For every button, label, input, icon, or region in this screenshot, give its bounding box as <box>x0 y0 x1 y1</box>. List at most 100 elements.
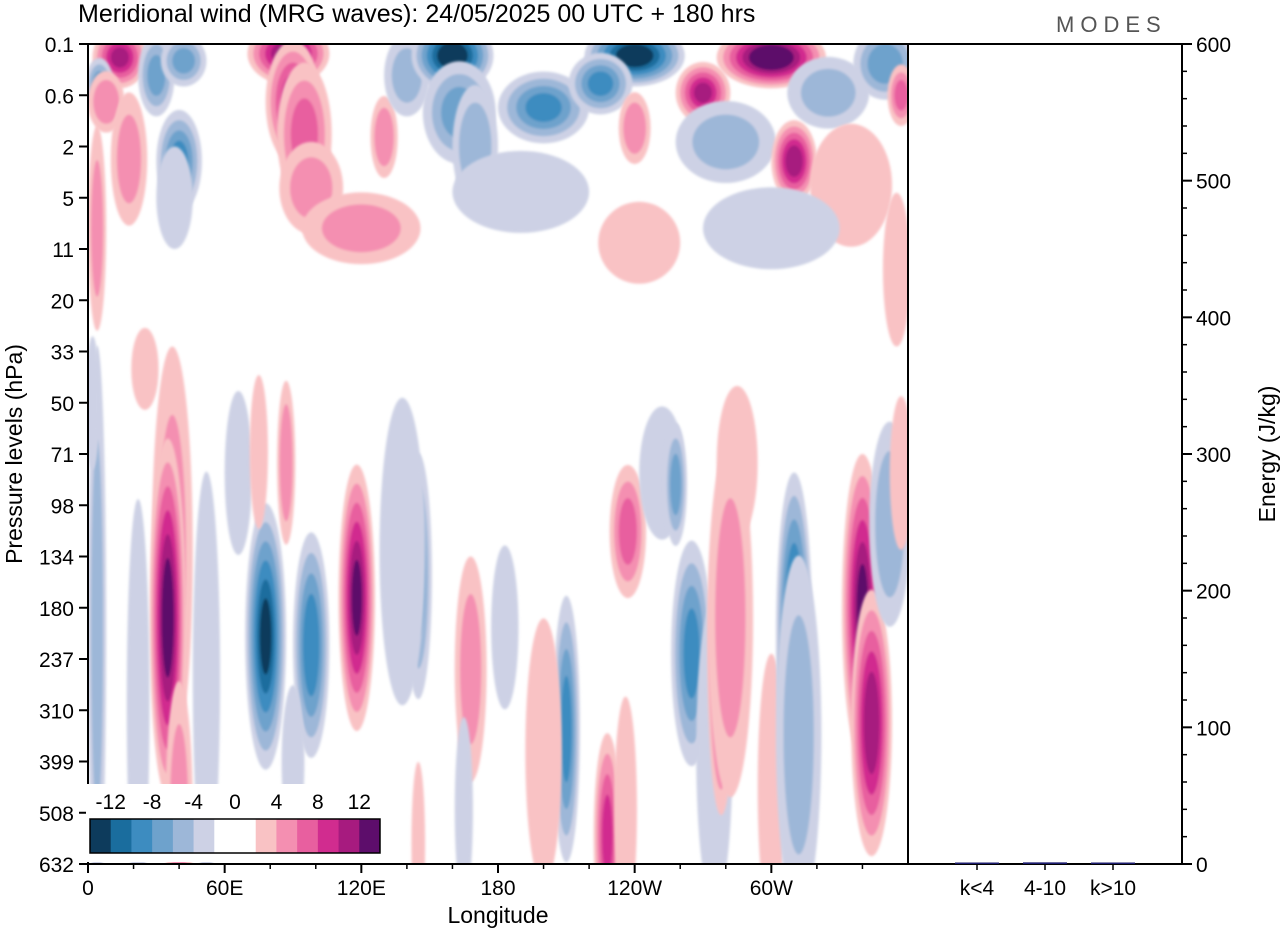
contour-band <box>618 498 637 565</box>
colorbar-swatch <box>338 819 360 853</box>
contour-band <box>279 404 293 522</box>
y-tick-label: 50 <box>51 393 74 416</box>
contour-cell <box>131 327 159 410</box>
contour-band <box>452 150 590 233</box>
contour-cell <box>609 464 647 599</box>
contour-field <box>88 44 908 864</box>
contour-band <box>525 93 562 122</box>
contour-band <box>560 675 572 783</box>
contour-cell <box>88 345 107 864</box>
colorbar-swatch <box>172 819 195 853</box>
contour-band <box>800 68 856 117</box>
contour-band <box>379 397 426 706</box>
y-tick-label: 180 <box>39 598 74 621</box>
contour-band <box>93 79 120 124</box>
colorbar-swatch <box>359 819 381 853</box>
y-tick-label: 98 <box>51 495 74 518</box>
energy-bar <box>1023 862 1067 864</box>
contour-band <box>692 114 760 170</box>
contour-cell <box>224 390 252 555</box>
contour-cell <box>568 52 633 115</box>
contour-cell <box>156 146 193 249</box>
contour-band <box>110 47 129 68</box>
chart-title: Meridional wind (MRG waves): 24/05/2025 … <box>78 0 755 28</box>
colorbar-label: 0 <box>229 791 241 814</box>
contour-cell <box>338 464 375 732</box>
contour-cell <box>887 64 908 126</box>
contour-band <box>374 107 394 167</box>
contour-cell <box>889 396 908 550</box>
contour-cell <box>192 471 221 864</box>
contour-cell <box>851 589 893 857</box>
y-tick-label: 11 <box>52 239 74 262</box>
contour-cell <box>302 192 421 265</box>
colorbar-frame <box>89 818 381 854</box>
contour-cell <box>411 761 426 864</box>
x-tick-label: 0 <box>82 877 94 900</box>
contour-cell <box>598 201 681 284</box>
contour-band <box>460 594 482 745</box>
energy-bar <box>1091 862 1135 864</box>
y-tick-label: 237 <box>39 649 74 672</box>
x-tick-label: 60W <box>750 877 793 900</box>
contour-cell <box>787 56 870 129</box>
colorbar-label: 12 <box>348 791 371 814</box>
energy-bars <box>955 862 1135 864</box>
contour-band <box>172 48 196 74</box>
contour-cell <box>593 733 621 864</box>
contour-cell <box>293 532 330 758</box>
contour-cell <box>370 96 398 179</box>
contour-band <box>889 396 908 550</box>
contour-band <box>161 558 174 678</box>
contour-band <box>147 54 166 96</box>
y-tick-label: 0.1 <box>45 34 74 57</box>
contour-cell <box>618 92 651 165</box>
colorbar-swatch <box>235 819 257 853</box>
y2-tick-label: 300 <box>1196 444 1231 467</box>
colorbar-swatch <box>214 819 236 853</box>
contour-cell <box>249 375 268 529</box>
y2-axis-title: Energy (J/kg) <box>1254 386 1280 523</box>
colorbar-swatch <box>276 819 298 853</box>
contour-band <box>587 71 614 96</box>
contour-cell <box>703 187 840 270</box>
colorbar-swatch <box>131 819 153 853</box>
colorbar-swatch <box>317 819 340 853</box>
contour-band <box>249 375 268 529</box>
contour-cell <box>664 422 688 546</box>
longitude-axis: 0 60E 120E 180 120W 60W <box>82 864 864 900</box>
contour-cell <box>452 150 590 233</box>
contour-band <box>131 327 159 410</box>
y2-tick-label: 200 <box>1196 581 1231 604</box>
wavenumber-label: 4-10 <box>1024 877 1066 900</box>
contour-band <box>116 114 142 204</box>
contour-band <box>91 159 104 297</box>
contour-band <box>693 82 713 104</box>
colorbar-swatch <box>255 819 277 853</box>
colorbar-label: -8 <box>143 791 162 814</box>
y2-tick-label: 600 <box>1196 34 1231 57</box>
contour-cell <box>245 503 287 770</box>
contour-band <box>601 794 613 864</box>
y-tick-label: 20 <box>51 290 74 313</box>
contour-cell <box>88 336 100 470</box>
contour-cell <box>126 499 150 864</box>
contour-band <box>259 598 272 675</box>
contour-cell <box>675 101 776 184</box>
colorbar-legend: -12 -8 -4 0 4 8 12 <box>86 784 384 862</box>
wavenumber-axis: k<4 4-10 k>10 <box>960 864 1136 900</box>
colorbar-swatch <box>152 819 174 853</box>
y-tick-label: 33 <box>51 342 74 365</box>
contour-band <box>442 46 463 65</box>
contour-band <box>321 204 401 253</box>
contour-cell <box>160 44 207 87</box>
contour-band <box>863 671 880 775</box>
colorbar-swatch <box>90 819 112 853</box>
contour-band <box>126 499 150 864</box>
y-tick-label: 310 <box>39 700 74 723</box>
y2-tick-label: 400 <box>1196 307 1231 330</box>
contour-band <box>156 146 193 249</box>
x-tick-label: 120W <box>607 877 662 900</box>
contour-band <box>715 498 746 738</box>
contour-band <box>525 618 562 864</box>
